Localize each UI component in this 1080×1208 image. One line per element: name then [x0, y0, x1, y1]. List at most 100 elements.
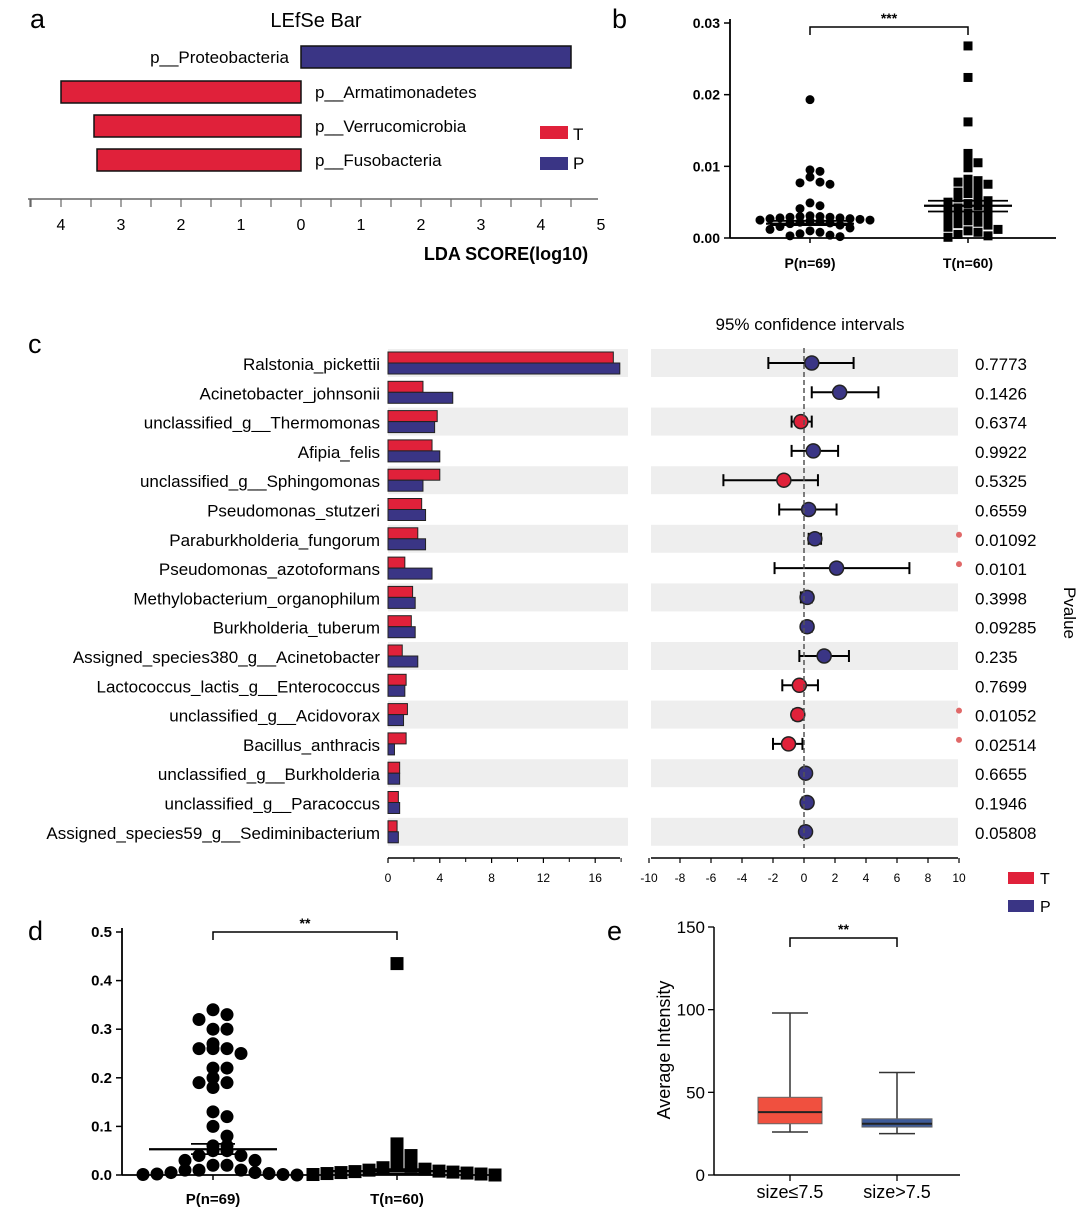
data-point	[192, 1149, 206, 1163]
data-point	[460, 1166, 474, 1180]
bar-P	[387, 450, 441, 463]
significance-bracket	[212, 931, 398, 940]
data-point	[815, 227, 825, 237]
bar-P	[387, 831, 399, 844]
significance-dot	[956, 561, 962, 568]
bar-x-tick-label: 8	[488, 871, 495, 885]
lda-tick-label: 1	[357, 217, 366, 234]
bar-T	[387, 615, 412, 628]
data-point	[150, 1167, 164, 1181]
bar-P	[387, 567, 433, 580]
bar-T	[387, 761, 401, 774]
species-label: Pseudomonas_azotoformans	[159, 560, 380, 579]
lefse-bar-label: p__Armatimonadetes	[315, 83, 477, 102]
pvalue-label: 0.05808	[975, 824, 1036, 843]
data-point	[334, 1166, 348, 1180]
species-label: Burkholderia_tuberum	[213, 619, 380, 638]
data-point	[963, 148, 973, 158]
legend-label-P: P	[1040, 899, 1051, 916]
species-label: unclassified_g__Paracoccus	[165, 795, 380, 814]
lda-tick-label: 1	[237, 217, 246, 234]
ci-x-tick-label: 0	[801, 871, 808, 885]
data-point	[963, 226, 973, 236]
data-point	[206, 1144, 220, 1158]
ci-x-tick-label: 6	[894, 871, 901, 885]
data-point	[815, 201, 825, 211]
data-point	[953, 229, 963, 239]
bar-P	[387, 391, 454, 404]
bar-P	[387, 362, 621, 375]
y-tick-label: 0.3	[91, 1021, 112, 1038]
ci-x-tick-label: 2	[832, 871, 839, 885]
bar-T	[387, 439, 433, 452]
ci-point	[807, 531, 823, 547]
lefse-bar	[300, 45, 572, 69]
species-label: unclassified_g__Thermomonas	[144, 414, 380, 433]
x-tick-label: T(n=60)	[943, 255, 993, 271]
data-point	[248, 1153, 262, 1167]
data-point	[206, 1061, 220, 1075]
pvalue-label: 0.235	[975, 648, 1018, 667]
data-point	[474, 1167, 488, 1181]
bar-P	[387, 714, 405, 727]
lda-tick-label: 0	[297, 217, 306, 234]
data-point	[953, 219, 963, 229]
box	[757, 1096, 823, 1125]
species-label: unclassified_g__Burkholderia	[158, 765, 381, 784]
data-point	[320, 1167, 334, 1181]
significance-bracket	[809, 26, 969, 35]
data-point	[390, 1146, 404, 1160]
y-tick-label: 0.4	[91, 973, 113, 990]
data-point	[953, 193, 963, 203]
ci-x-tick-label: 4	[863, 871, 870, 885]
data-point	[963, 72, 973, 82]
data-point	[963, 163, 973, 173]
x-tick-label: P(n=69)	[785, 255, 836, 271]
ci-point	[799, 589, 815, 606]
lefse-bar	[93, 114, 302, 138]
lda-tick-label: 2	[177, 217, 186, 234]
data-point	[973, 210, 983, 220]
ci-x-tick-label: 8	[925, 871, 932, 885]
data-point	[206, 1022, 220, 1036]
significance-dot	[956, 707, 962, 714]
row-shade	[388, 759, 628, 788]
data-point	[262, 1167, 276, 1181]
data-point	[178, 1163, 192, 1177]
legend-swatch-T	[540, 126, 568, 139]
legend-swatch-P	[540, 157, 568, 170]
data-point	[973, 191, 983, 201]
legend-swatch-T	[1008, 872, 1034, 884]
bar-T	[387, 498, 423, 510]
data-point	[192, 1042, 206, 1056]
pvalue-label: 0.02514	[975, 736, 1036, 755]
data-point	[983, 220, 993, 230]
data-point	[220, 1110, 234, 1124]
data-point	[855, 214, 865, 224]
data-point	[943, 214, 953, 224]
panel-b-label: b	[612, 4, 627, 34]
data-point	[220, 1022, 234, 1036]
pvalue-label: 0.01052	[975, 707, 1036, 726]
data-point	[306, 1168, 320, 1182]
bar-T	[387, 585, 414, 598]
ci-point	[805, 443, 822, 459]
data-point	[845, 214, 855, 224]
lefse-bar-label: p__Verrucomicrobia	[315, 117, 467, 136]
data-point	[765, 224, 775, 234]
panel-d-label: d	[28, 916, 43, 946]
data-point	[795, 178, 805, 188]
bar-x-tick-label: 0	[385, 871, 392, 885]
ci-point	[828, 560, 845, 576]
species-label: Acinetobacter_johnsonii	[199, 384, 380, 403]
data-point	[192, 1163, 206, 1177]
data-point	[983, 179, 993, 189]
bar-T	[387, 380, 424, 393]
data-point	[943, 232, 953, 242]
data-point	[983, 213, 993, 223]
panel-e-label: e	[607, 916, 622, 946]
species-label: Pseudomonas_stutzeri	[207, 502, 380, 521]
legend-label-T: T	[573, 125, 583, 144]
lda-tick-label: 5	[597, 217, 606, 234]
data-point	[418, 1162, 432, 1176]
